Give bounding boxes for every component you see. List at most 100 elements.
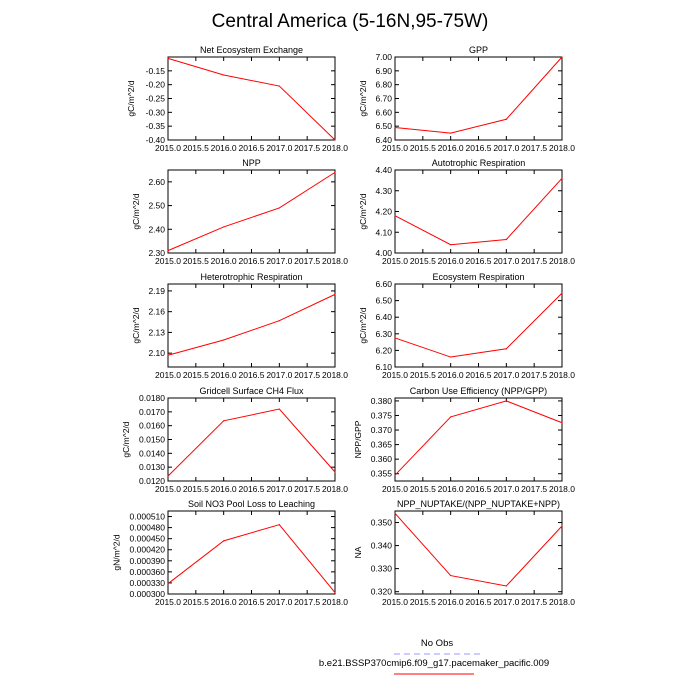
legend-model-label: b.e21.BSSP370cmip6.f09_g17.pacemaker_pac… [319,658,549,669]
x-tick-label: 2017.5 [521,370,547,380]
y-tick-label: 6.90 [375,66,392,76]
y-tick-label: 0.330 [371,564,393,574]
x-tick-label: 2016.5 [239,370,265,380]
y-tick-label: 6.10 [375,362,392,372]
x-tick-label: 2017.0 [266,256,292,266]
plot-frame [167,56,336,141]
x-tick-label: 2015.0 [382,484,408,494]
y-tick-label: -0.25 [146,94,166,104]
y-tick-label: 0.000450 [130,534,166,544]
x-tick-label: 2015.0 [382,370,408,380]
x-tick-label: 2015.0 [155,484,181,494]
x-tick-label: 2015.0 [155,597,181,607]
x-tick-label: 2016.0 [211,256,237,266]
x-tick-label: 2017.0 [493,370,519,380]
series-line [394,512,563,587]
data-point [394,337,396,339]
panel-title: Gridcell Surface CH4 Flux [199,386,304,396]
data-point [505,118,507,120]
x-tick-label: 2016.0 [438,143,464,153]
y-tick-label: 4.20 [375,207,392,217]
x-tick-label: 2016.0 [211,370,237,380]
y-tick-label: 0.000360 [130,567,166,577]
x-tick-label: 2017.5 [294,597,320,607]
x-tick-label: 2016.0 [438,256,464,266]
x-tick-label: 2017.0 [493,143,519,153]
data-point [334,139,336,141]
data-point [334,471,336,473]
y-tick-label: 0.355 [371,469,393,479]
y-tick-label: 0.000510 [130,512,166,522]
plot-frame [167,283,336,368]
data-point [394,126,396,129]
y-tick-label: 6.80 [375,80,392,90]
y-tick-label: 4.30 [375,186,392,196]
panel-1: Net Ecosystem Exchange 2015.0 2015.5 2016.0… [126,45,348,153]
y-tick-label: 0.000420 [130,545,166,555]
data-point [561,422,563,424]
series-line [394,292,563,358]
y-axis-label: gN/m^2/d [112,534,122,570]
series-line [394,56,563,134]
data-point [223,339,225,341]
x-tick-label: 2016.0 [438,370,464,380]
y-tick-label: 0.000390 [130,556,166,566]
data-point [278,207,280,209]
y-tick-label: 0.320 [371,587,393,597]
x-tick-label: 2018.0 [549,484,575,494]
data-point [278,524,280,526]
data-point [167,250,169,252]
series-line [394,400,563,476]
x-tick-label: 2015.5 [410,597,436,607]
page-title: Central America (5-16N,95-75W) [212,11,489,32]
x-tick-label: 2016.0 [211,484,237,494]
y-tick-label: 2.30 [148,248,165,258]
data-point [394,512,396,514]
panel-title: GPP [469,45,488,55]
x-tick-label: 2015.0 [382,256,408,266]
panel-title: Ecosystem Respiration [432,272,524,282]
panel-title: NPP [242,158,261,168]
x-tick-label: 2016.0 [438,484,464,494]
y-tick-label: 0.000480 [130,523,166,533]
x-tick-label: 2017.5 [521,484,547,494]
y-tick-label: 0.370 [371,425,393,435]
x-tick-label: 2016.5 [466,143,492,153]
x-tick-label: 2015.0 [155,143,181,153]
y-axis-label: NPP/GPP [353,420,363,458]
y-tick-label: 6.30 [375,329,392,339]
y-tick-label: 4.10 [375,227,392,237]
x-tick-label: 2015.5 [410,143,436,153]
x-tick-label: 2018.0 [322,256,348,266]
x-tick-label: 2018.0 [549,143,575,153]
y-tick-label: 0.365 [371,440,393,450]
data-point [223,420,225,422]
y-tick-label: -0.40 [146,135,166,145]
x-tick-label: 2015.5 [183,256,209,266]
panel-title: Net Ecosystem Exchange [200,45,303,55]
panel-title: Heterotrophic Respiration [200,272,302,282]
x-tick-label: 2018.0 [322,597,348,607]
x-tick-label: 2017.5 [294,370,320,380]
data-point [505,400,507,402]
y-tick-label: 0.0140 [139,448,165,458]
x-tick-label: 2016.5 [239,484,265,494]
data-point [167,475,169,477]
plot-frame [167,510,336,595]
series-line [167,171,336,252]
y-axis-label: gC/m^2/d [358,307,368,343]
panel-9: Soil NO3 Pool Loss to Leaching 2015.0 2015… [112,499,349,607]
x-tick-label: 2016.5 [466,484,492,494]
data-point [561,56,563,58]
x-tick-label: 2016.5 [466,597,492,607]
data-point [223,226,225,228]
data-point [278,85,280,87]
panel-10: NPP_NUPTAKE/(NPP_NUPTAKE+NPP) 2015.0 2015.… [353,499,575,607]
data-point [167,57,169,59]
